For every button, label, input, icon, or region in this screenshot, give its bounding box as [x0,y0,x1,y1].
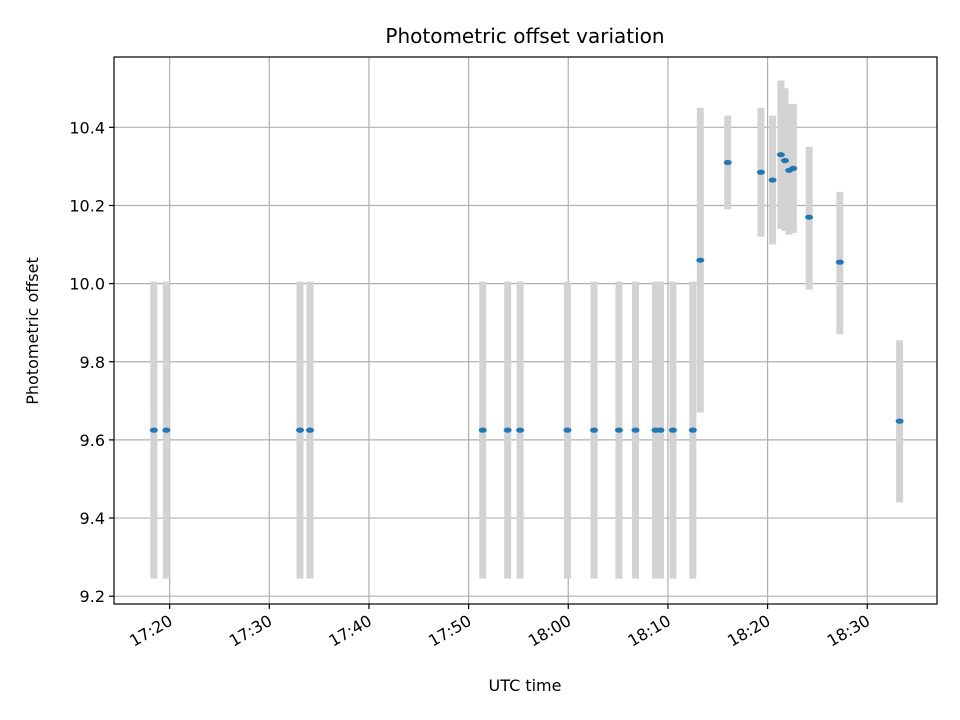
data-point [789,165,798,171]
data-point [668,427,677,433]
data-point [781,157,790,164]
data-point [296,427,305,433]
data-point [503,427,512,433]
y-tick-label: 10.0 [69,275,105,294]
data-point [805,214,814,220]
data-point [631,427,640,433]
plot-frame [113,56,938,605]
data-point [895,418,904,424]
data-point [478,427,487,433]
data-point [590,427,599,433]
y-axis-label: Photometric offset [23,257,42,405]
data-point [149,427,158,433]
data-point [305,427,314,433]
y-tick-label: 10.4 [69,118,105,137]
data-point [696,257,705,263]
data-point [776,152,785,158]
grid [114,57,937,604]
data-markers [149,152,904,433]
data-point [563,427,572,433]
y-tick-label: 9.8 [80,353,105,372]
y-tick-label: 9.2 [80,587,105,606]
data-point [614,427,623,433]
data-point [723,159,732,166]
data-point [516,427,525,433]
y-tick-label: 10.2 [69,196,105,215]
data-point [162,427,171,433]
data-point [688,427,697,433]
data-point [768,177,777,183]
x-axis-label: UTC time [489,676,562,695]
y-tick-label: 9.6 [80,431,105,450]
y-tick-label: 9.4 [80,509,105,528]
chart-title: Photometric offset variation [385,24,664,48]
data-point [756,169,765,175]
data-point [835,259,844,265]
data-point [656,427,665,433]
